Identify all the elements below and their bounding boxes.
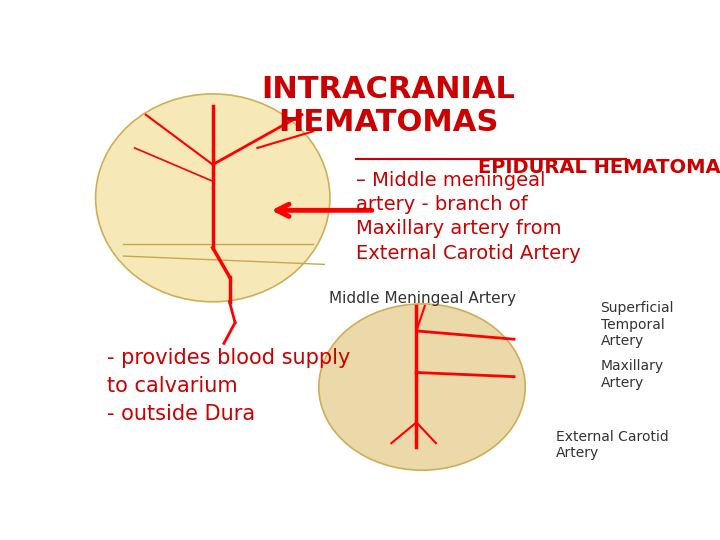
Text: Superficial
Temporal
Artery: Superficial Temporal Artery [600, 301, 674, 348]
Text: - provides blood supply
to calvarium
- outside Dura: - provides blood supply to calvarium - o… [107, 348, 350, 423]
Text: – Middle meningeal
artery - branch of
Maxillary artery from
External Carotid Art: – Middle meningeal artery - branch of Ma… [356, 171, 581, 262]
Text: EPIDURAL HEMATOMA: EPIDURAL HEMATOMA [478, 158, 720, 177]
Text: Maxillary
Artery: Maxillary Artery [600, 360, 664, 390]
Ellipse shape [96, 94, 330, 302]
Text: INTRACRANIAL
HEMATOMAS: INTRACRANIAL HEMATOMAS [261, 75, 516, 137]
Text: Middle Meningeal Artery: Middle Meningeal Artery [328, 292, 516, 306]
Text: External Carotid
Artery: External Carotid Artery [556, 430, 669, 461]
Ellipse shape [319, 304, 526, 470]
